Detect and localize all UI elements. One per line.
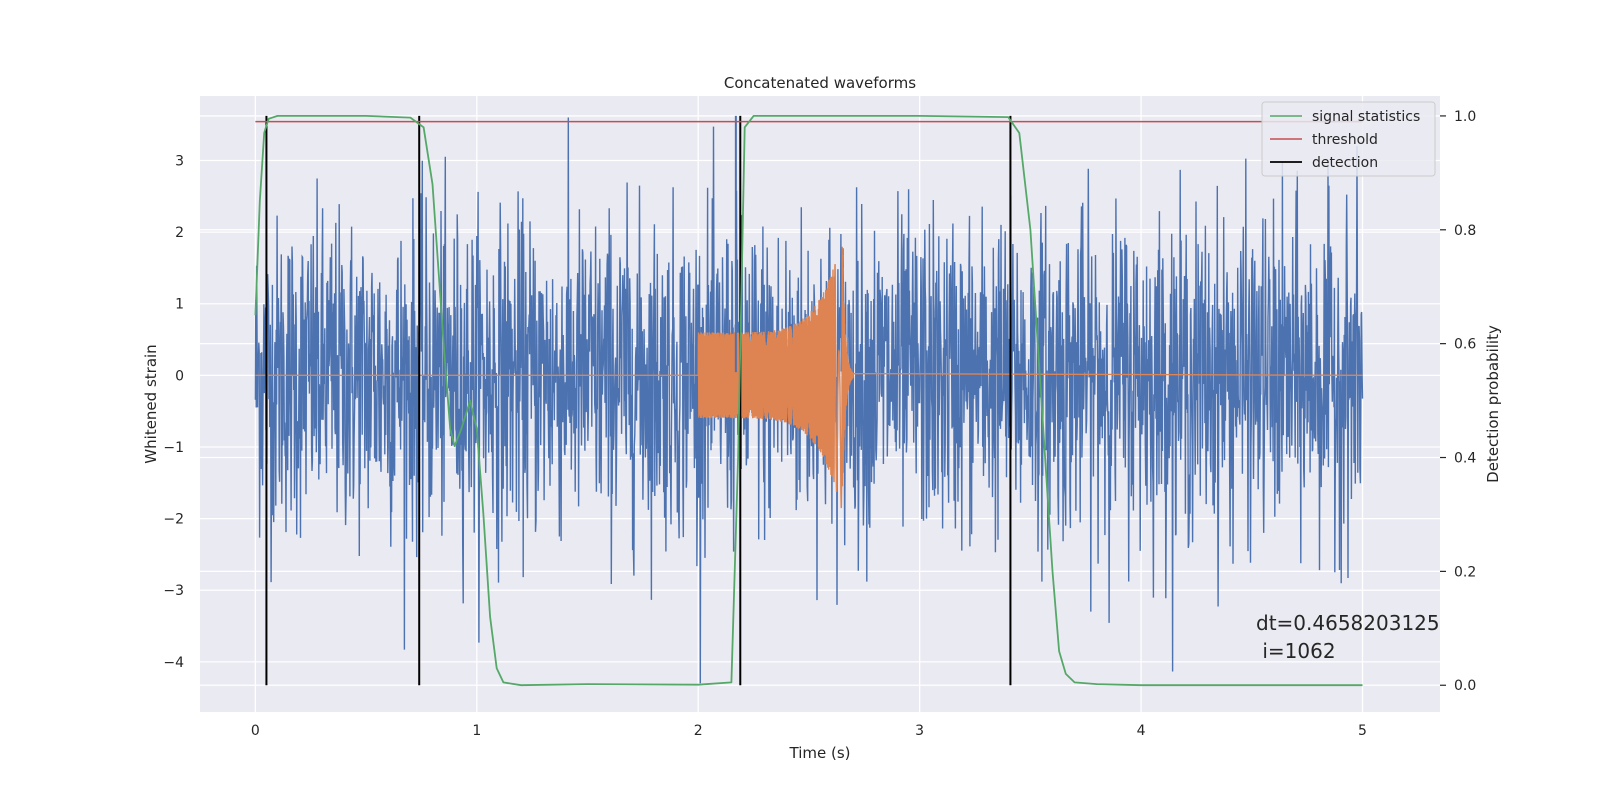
y-right-tick-label: 0.0 — [1454, 678, 1476, 694]
y-tick-label: 3 — [175, 153, 184, 169]
x-axis-label: Time (s) — [789, 744, 851, 762]
legend-label-detection: detection — [1312, 155, 1378, 171]
y-tick-label: −1 — [163, 440, 184, 456]
y-tick-label: −2 — [163, 512, 184, 528]
y-tick-label: −3 — [163, 583, 184, 599]
y-right-tick-label: 1.0 — [1454, 109, 1476, 125]
signal-statistics-line — [254, 115, 1363, 687]
waveform-line — [255, 246, 1363, 509]
x-tick-label: 4 — [1137, 723, 1146, 739]
x-tick-label: 3 — [915, 723, 924, 739]
y-right-tick-label: 0.8 — [1454, 223, 1476, 239]
legend-box — [1261, 101, 1436, 177]
annotation-i: i=1062 — [1256, 639, 1336, 663]
series-layer — [254, 115, 1364, 687]
y-right-axis-label: Detection probability — [1484, 325, 1502, 483]
annotation-dt: dt=0.4658203125 — [1256, 611, 1440, 635]
y-axis-label: Whitened strain — [142, 344, 160, 463]
x-tick-label: 1 — [472, 723, 481, 739]
x-tick-label: 0 — [251, 723, 260, 739]
x-tick-label: 5 — [1358, 723, 1367, 739]
x-tick-label: 2 — [694, 723, 703, 739]
legend-label-threshold: threshold — [1312, 132, 1378, 148]
tick-layer: 0 1 2 3 4 5 −4 −3 −2 −1 0 1 2 3 0.0 0.2 0.4 0.6 0.8 1.0 — [163, 109, 1476, 739]
legend: signal statistics threshold detection — [1261, 101, 1436, 177]
y-tick-label: 1 — [175, 297, 184, 313]
y-tick-label: −4 — [163, 655, 184, 671]
y-tick-label: 2 — [175, 225, 184, 241]
legend-label-signal-statistics: signal statistics — [1312, 109, 1420, 125]
y-right-tick-label: 0.4 — [1454, 451, 1476, 467]
chart-title: Concatenated waveforms — [724, 74, 916, 92]
y-right-tick-label: 0.6 — [1454, 337, 1476, 353]
y-tick-label: 0 — [175, 368, 184, 384]
y-right-tick-label: 0.2 — [1454, 564, 1476, 580]
